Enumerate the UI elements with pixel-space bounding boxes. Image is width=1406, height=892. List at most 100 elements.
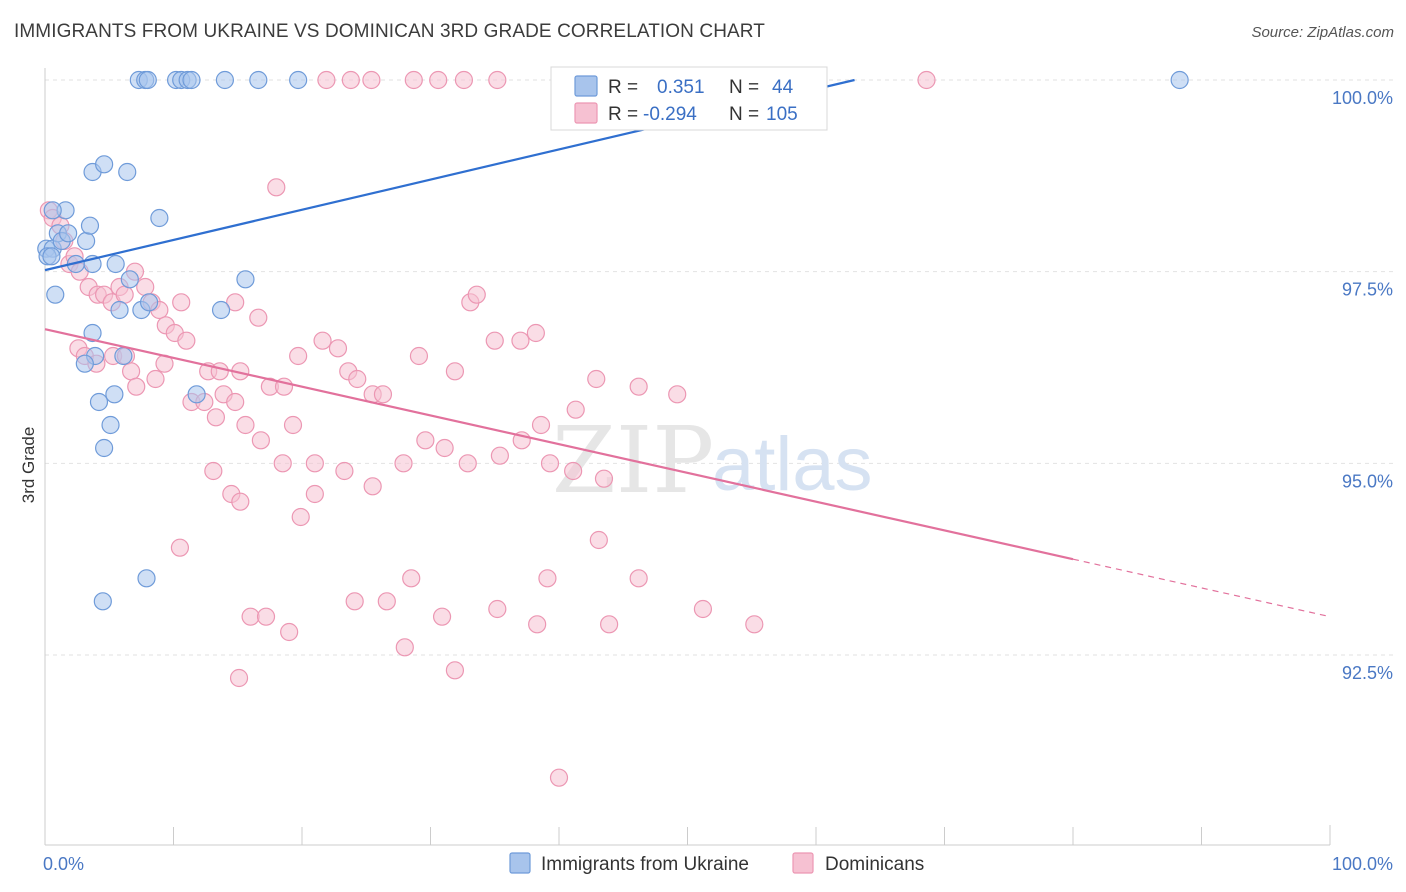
dominican-point-85 <box>204 461 223 481</box>
dominican-point-77 <box>394 454 413 473</box>
ukraine-point-44 <box>95 438 114 458</box>
dominican-point-51 <box>289 346 308 366</box>
y-tick-label-1: 95.0% <box>1342 471 1393 491</box>
ukraine-point-9 <box>289 70 308 90</box>
dominican-point-62 <box>566 400 585 419</box>
ukraine-point-35 <box>236 270 255 289</box>
dominican-point-20 <box>115 285 134 304</box>
dominican-point-6 <box>488 70 507 90</box>
ukraine-point-41 <box>101 415 120 435</box>
legend-n-value-dominicans: 105 <box>766 104 798 125</box>
dominican-point-43 <box>146 369 165 389</box>
ukraine-point-29 <box>120 270 139 289</box>
dominican-point-58 <box>409 346 429 366</box>
dominican-point-94 <box>256 607 276 626</box>
dominican-point-65 <box>668 385 687 404</box>
y-tick-label-2: 97.5% <box>1342 280 1393 300</box>
dominican-point-2 <box>362 70 381 90</box>
dominican-point-5 <box>454 70 474 90</box>
ukraine-point-6 <box>182 70 201 90</box>
dominican-point-0 <box>317 70 336 90</box>
ukraine-point-46 <box>93 592 112 611</box>
ukraine-point-45 <box>137 569 156 588</box>
dominican-point-104 <box>629 569 648 588</box>
watermark: ZIP atlas <box>552 407 873 514</box>
dominican-point-93 <box>241 607 260 626</box>
y-tick-label-0: 92.5% <box>1342 663 1393 683</box>
dominican-point-7 <box>917 70 936 90</box>
legend-n-label-ukraine: N = <box>729 77 759 98</box>
y-tick-label-3: 100.0% <box>1332 88 1393 108</box>
dominican-point-101 <box>528 615 547 634</box>
dominican-point-97 <box>377 592 396 611</box>
dominican-point-103 <box>600 615 619 634</box>
dominican-point-105 <box>693 599 713 619</box>
dominican-point-90 <box>589 530 608 550</box>
series-legend: Immigrants from Ukraine Dominicans <box>509 852 924 875</box>
legend-r-label-dominicans: R = <box>608 104 638 125</box>
trendlines <box>44 78 1331 618</box>
ukraine-point-23 <box>150 208 169 228</box>
y-tick-labels: 92.5% 95.0% 97.5% 100.0% <box>1332 88 1393 683</box>
dominican-point-33 <box>467 285 486 304</box>
x-tick-label-1: 100.0% <box>1332 854 1393 874</box>
dominican-point-84 <box>564 461 583 481</box>
ukraine-point-22 <box>118 162 137 182</box>
series-legend-swatch-dominicans <box>792 852 814 874</box>
ukraine-point-27 <box>43 201 62 220</box>
series-legend-label-ukraine: Immigrants from Ukraine <box>541 854 749 875</box>
correlation-legend: R = 0.351 N = 44 R = -0.294 N = 105 <box>550 66 828 131</box>
dominican-point-47 <box>210 362 229 381</box>
chart-title: IMMIGRANTS FROM UKRAINE VS DOMINICAN 3RD… <box>14 21 765 42</box>
ukraine-point-16 <box>59 224 78 243</box>
dominican-point-60 <box>485 331 504 350</box>
legend-swatch-ukraine <box>574 75 598 97</box>
dominican-point-59 <box>445 362 465 381</box>
dominican-point-92 <box>170 538 190 557</box>
dominican-point-108 <box>445 661 465 680</box>
dominican-point-100 <box>488 599 507 619</box>
dominican-point-110 <box>549 768 569 787</box>
dominican-point-99 <box>432 607 452 626</box>
ukraine-point-2 <box>138 70 157 90</box>
dominican-point-107 <box>395 638 414 657</box>
dominican-point-79 <box>435 438 454 458</box>
ukraine-point-42 <box>89 392 109 412</box>
dominican-point-55 <box>348 369 367 389</box>
dominican-point-87 <box>231 492 250 511</box>
dominican-point-76 <box>363 477 382 496</box>
dominican-point-67 <box>206 408 226 427</box>
dominican-point-31 <box>267 178 286 197</box>
x-tick-labels: 0.0% 100.0% <box>43 854 1393 874</box>
legend-r-label-ukraine: R = <box>608 77 638 98</box>
dominican-point-71 <box>251 431 270 450</box>
dominican-point-53 <box>328 339 348 358</box>
dominican-point-52 <box>313 331 332 350</box>
ukraine-point-28 <box>106 254 125 274</box>
dominican-point-106 <box>745 615 764 634</box>
series-legend-swatch-ukraine <box>509 852 531 874</box>
ukraine-point-25 <box>42 247 61 266</box>
ukraine-point-26 <box>46 285 65 304</box>
dominican-point-4 <box>429 70 448 90</box>
x-tick-label-0: 0.0% <box>43 854 84 874</box>
ukraine-point-34 <box>211 300 231 320</box>
legend-swatch-dominicans <box>574 102 598 124</box>
ukraine-point-31 <box>110 300 129 320</box>
dominican-point-1 <box>341 70 360 90</box>
dominican-point-3 <box>404 70 423 90</box>
dominican-point-96 <box>345 592 364 611</box>
dominican-point-78 <box>416 431 435 450</box>
dominican-point-61 <box>531 415 551 435</box>
chart-source: Source: ZipAtlas.com <box>1251 24 1394 41</box>
dominican-point-27 <box>172 293 191 312</box>
dominican-point-29 <box>226 293 245 312</box>
dominican-point-64 <box>629 377 648 396</box>
axes <box>44 68 1331 846</box>
ukraine-point-36 <box>83 323 102 343</box>
data-points <box>37 70 1189 787</box>
legend-n-label-dominicans: N = <box>729 104 759 125</box>
dominican-point-74 <box>305 454 324 473</box>
trendline-dominicans-2 <box>1072 558 1331 618</box>
